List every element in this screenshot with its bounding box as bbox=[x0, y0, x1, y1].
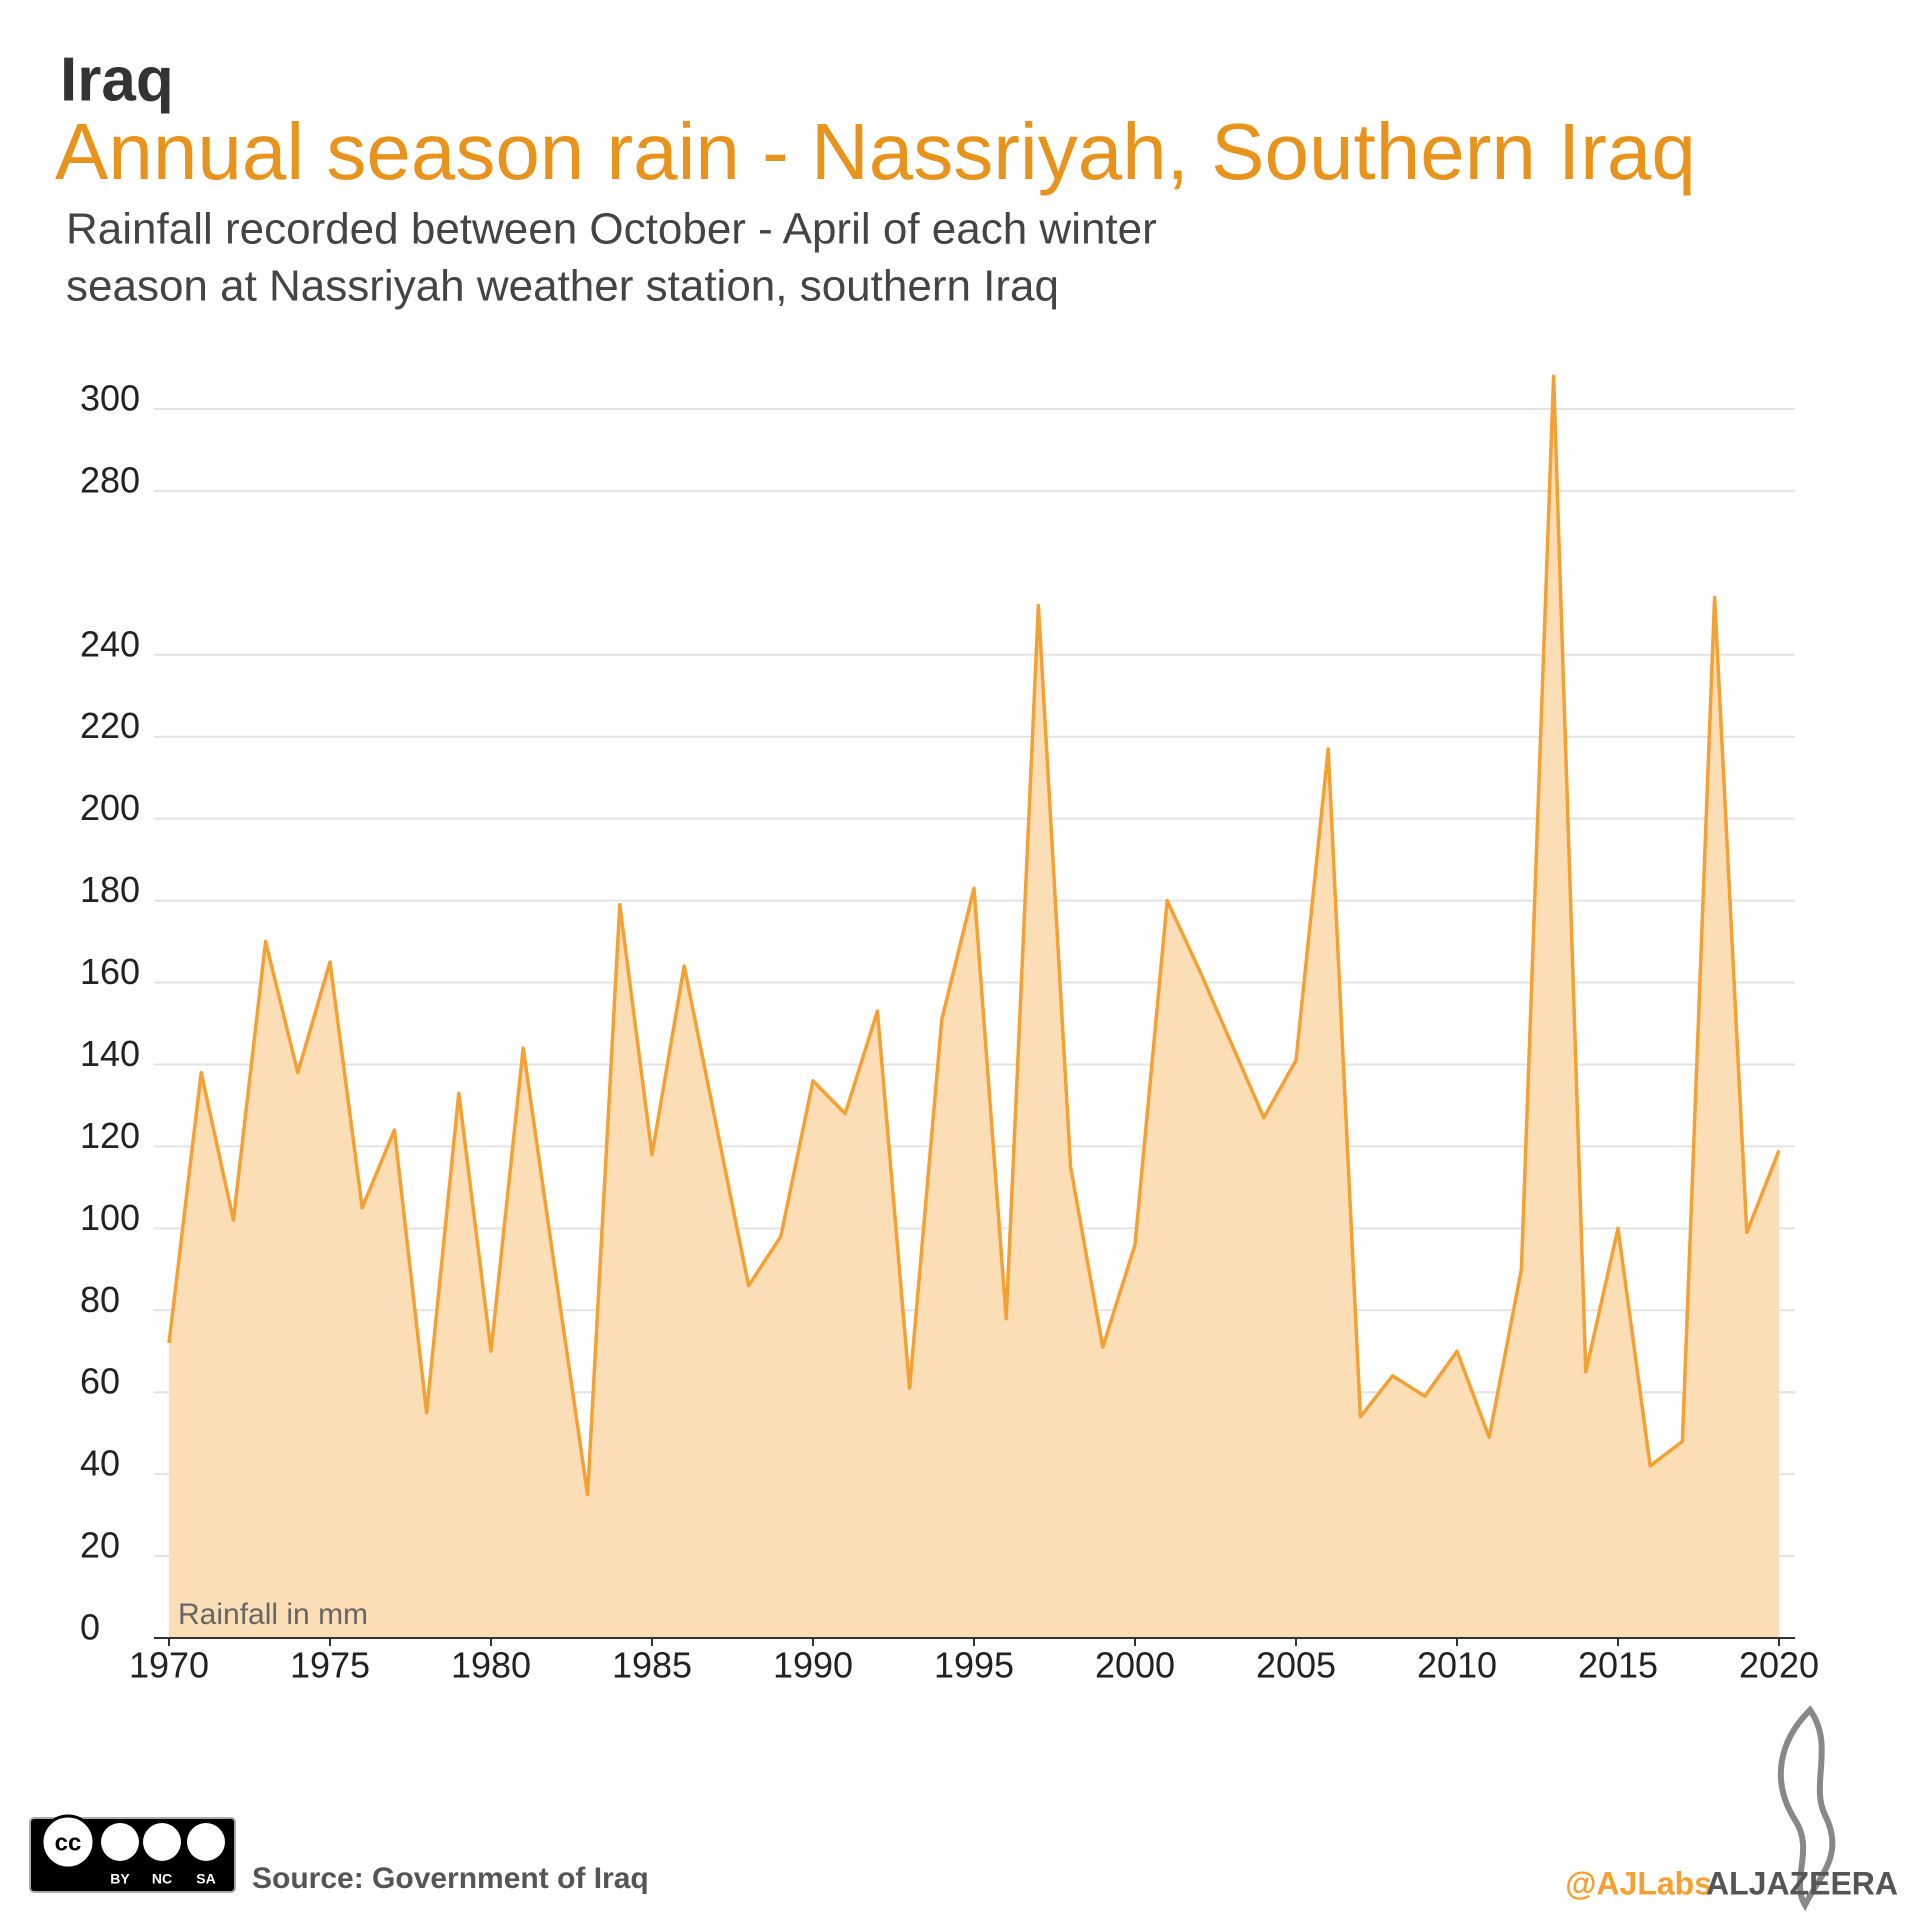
brand: ALJAZEERA bbox=[1706, 1865, 1898, 1901]
y-tick-label: 100 bbox=[80, 1197, 140, 1238]
source: Source: Government of Iraq bbox=[252, 1862, 649, 1895]
cc-icon-text: cc bbox=[55, 1829, 82, 1856]
x-tick-label: 1995 bbox=[934, 1645, 1014, 1686]
x-tick-label: 1985 bbox=[612, 1645, 692, 1686]
line bbox=[167, 374, 1781, 1497]
y-tick-label: 160 bbox=[80, 951, 140, 992]
x-tick-label: 2010 bbox=[1417, 1645, 1497, 1686]
y-tick-label: 280 bbox=[80, 459, 140, 500]
x-tick-label: 1990 bbox=[773, 1645, 853, 1686]
y-tick-label: 180 bbox=[80, 869, 140, 910]
x-tick-label: 2020 bbox=[1739, 1645, 1819, 1686]
x-tick-label: 1975 bbox=[290, 1645, 370, 1686]
y-tick-label: 140 bbox=[80, 1033, 140, 1074]
y-tick-label: 60 bbox=[80, 1361, 120, 1402]
y-axis-label: Rainfall in mm bbox=[178, 1598, 368, 1631]
y-tick-label: 200 bbox=[80, 787, 140, 828]
nc-icon bbox=[143, 1823, 181, 1861]
x-tick-label: 2015 bbox=[1578, 1645, 1658, 1686]
license-text: SA bbox=[196, 1871, 215, 1887]
license-text: BY bbox=[110, 1871, 130, 1887]
logo bbox=[1777, 1705, 1836, 1912]
license-text: NC bbox=[152, 1871, 172, 1887]
cc-icon bbox=[40, 1814, 96, 1870]
subtitle: Rainfall recorded between October - Apri… bbox=[66, 205, 1157, 254]
x-tick-label: 1980 bbox=[451, 1645, 531, 1686]
y-tick-label: 120 bbox=[80, 1115, 140, 1156]
y-tick-label: 20 bbox=[80, 1525, 120, 1566]
subtitle: season at Nassriyah weather station, sou… bbox=[66, 262, 1059, 311]
chart-title: Annual season rain - Nassriyah, Southern… bbox=[55, 107, 1696, 196]
y-tick-label: 300 bbox=[80, 378, 140, 419]
sa-icon bbox=[187, 1823, 225, 1861]
area bbox=[169, 376, 1779, 1638]
y-tick-label: 220 bbox=[80, 705, 140, 746]
y-tick-label: 40 bbox=[80, 1443, 120, 1484]
y-tick-label: 80 bbox=[80, 1279, 120, 1320]
header: Iraq bbox=[60, 45, 174, 114]
x-tick-label: 2005 bbox=[1256, 1645, 1336, 1686]
x-tick-label: 1970 bbox=[129, 1645, 209, 1686]
x-tick-label: 2000 bbox=[1095, 1645, 1175, 1686]
y-tick-label: 240 bbox=[80, 623, 140, 664]
by-icon bbox=[101, 1823, 139, 1861]
y-tick-label: 0 bbox=[80, 1607, 100, 1648]
handle: @AJLabs bbox=[1565, 1865, 1712, 1901]
